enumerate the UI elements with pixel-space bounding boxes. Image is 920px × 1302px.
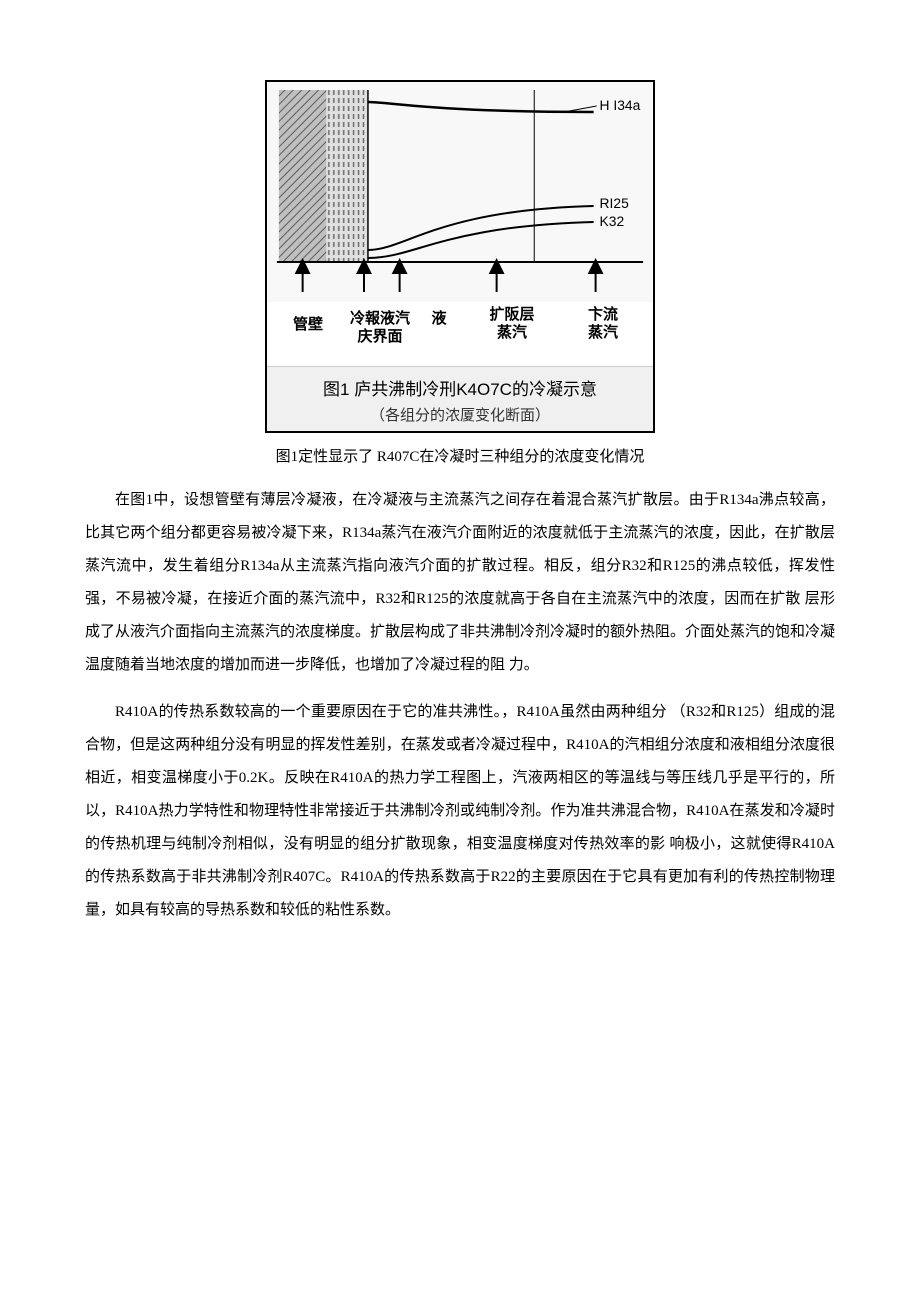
figure-caption-box: 图1 庐共沸制冷刑K4O7C的冷凝示意 （各组分的浓厦变化断面） xyxy=(267,366,653,431)
body-paragraph-2: R410A的传热系数较高的一个重要原因在于它的准共沸性。，R410A虽然由两种组… xyxy=(85,696,835,927)
figure-caption-line2: （各组分的浓厦变化断面） xyxy=(271,404,649,425)
axis-label-row: 管壁 冷報液汽 庆界面 液 扩阪层 蒸汽 卞流 蒸汽 xyxy=(267,302,653,366)
page: H I34a RI25 K32 管壁 冷報液汽 庆界面 液 扩阪层 xyxy=(0,0,920,1001)
axis-label-liquid-l2: 庆界面 xyxy=(357,328,402,345)
label-h134a: H I34a xyxy=(600,97,641,113)
axis-label-wall: 管壁 xyxy=(283,316,333,334)
tube-wall-region xyxy=(279,90,327,262)
label-k32: K32 xyxy=(600,213,625,229)
axis-label-liquid: 冷報液汽 庆界面 xyxy=(337,310,423,346)
axis-label-mainstream: 卞流 蒸汽 xyxy=(573,306,633,342)
axis-label-liquid-sep: 液 xyxy=(427,310,451,328)
axis-label-liquid-l1: 冷報液汽 xyxy=(350,310,410,327)
axis-label-diffusion-l1: 扩阪层 xyxy=(489,306,534,323)
figure-1: H I34a RI25 K32 管壁 冷報液汽 庆界面 液 扩阪层 xyxy=(265,80,655,433)
axis-label-diffusion: 扩阪层 蒸汽 xyxy=(477,306,547,342)
condensation-chart: H I34a RI25 K32 xyxy=(267,82,653,302)
axis-label-mainstream-l1: 卞流 xyxy=(588,306,618,323)
figure-wrapper: H I34a RI25 K32 管壁 冷報液汽 庆界面 液 扩阪层 xyxy=(85,80,835,433)
curve-h134a xyxy=(368,102,594,112)
figure-caption-line1: 图1 庐共沸制冷刑K4O7C的冷凝示意 xyxy=(271,375,649,400)
chart-svg: H I34a RI25 K32 xyxy=(267,82,653,302)
axis-label-diffusion-l2: 蒸汽 xyxy=(497,324,527,341)
figure-subcaption: 图1定性显示了 R407C在冷凝时三种组分的浓度变化情况 xyxy=(85,445,835,466)
liquid-film-region xyxy=(326,90,368,262)
axis-label-mainstream-l2: 蒸汽 xyxy=(588,324,618,341)
body-paragraph-1: 在图1中，设想管壁有薄层冷凝液，在冷凝液与主流蒸汽之间存在着混合蒸汽扩散层。由于… xyxy=(85,484,835,682)
curve-ri25 xyxy=(368,206,594,250)
curve-k32 xyxy=(368,222,594,258)
label-ri25: RI25 xyxy=(600,195,629,211)
